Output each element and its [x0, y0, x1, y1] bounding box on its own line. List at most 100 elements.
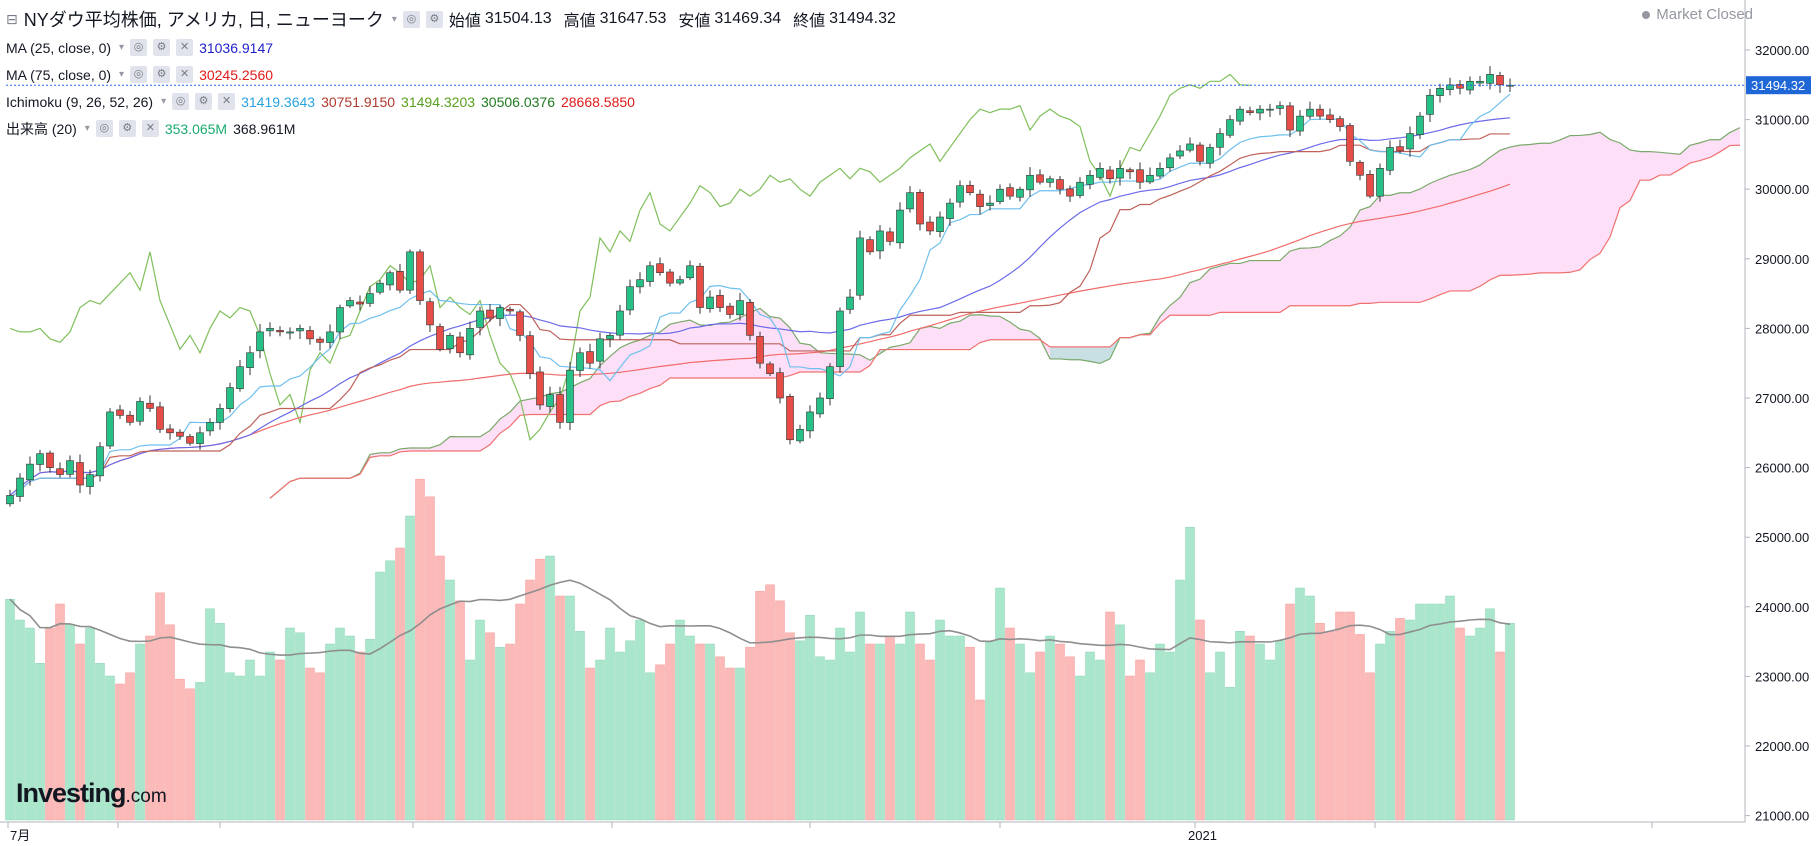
volume-bar [1245, 635, 1255, 821]
candle-body [1106, 169, 1114, 180]
candle-body [506, 308, 514, 312]
cloud-segment [470, 436, 480, 451]
volume-bar [1475, 627, 1485, 821]
settings-icon[interactable]: ⚙ [153, 66, 171, 83]
close-icon[interactable]: ✕ [176, 39, 194, 56]
cloud-segment [1460, 169, 1470, 291]
candle-body [926, 221, 934, 232]
candle-body [156, 406, 164, 430]
volume-bar [145, 635, 155, 821]
candle-body [1296, 115, 1304, 132]
close-icon[interactable]: ✕ [141, 120, 159, 137]
volume-bar [1065, 656, 1075, 821]
volume-bar [425, 496, 435, 821]
visibility-icon[interactable]: ◎ [95, 120, 113, 137]
candle-body [436, 326, 444, 350]
volume-bar [815, 656, 825, 821]
chevron-down-icon[interactable]: ▾ [119, 69, 125, 80]
candle-body [976, 193, 984, 207]
volume-bar [165, 624, 175, 821]
symbol-row: ⊟ NYダウ平均株価, アメリカ, 日, ニューヨーク ▾ ◎ ⚙ 始値 315… [6, 4, 902, 34]
cloud-segment [1050, 346, 1060, 359]
volume-bar [785, 632, 795, 821]
candle-body [246, 352, 254, 368]
price-tick-label: 29000.00 [1755, 252, 1809, 267]
cloud-segment [1250, 260, 1260, 313]
candle-body [886, 231, 894, 242]
cloud-segment [1730, 127, 1740, 146]
ma75-value: 30245.2560 [199, 66, 274, 83]
candle-body [236, 366, 244, 389]
visibility-icon[interactable]: ◎ [172, 93, 190, 110]
candle-body [196, 432, 204, 444]
candle-body [1236, 108, 1244, 122]
ichimoku-span-a-value: 30506.0376 [481, 93, 555, 110]
settings-icon[interactable]: ⚙ [425, 10, 443, 28]
chikou-span-line [9, 73, 1251, 441]
price-tick-label: 21000.00 [1755, 809, 1809, 824]
ichimoku-label[interactable]: Ichimoku (9, 26, 52, 26) [6, 93, 154, 110]
volume-bar [255, 675, 265, 821]
candle-body [306, 330, 314, 340]
volume-bar [1295, 587, 1305, 821]
candle-body [806, 411, 814, 432]
volume-bar [925, 659, 935, 821]
volume-bar [95, 662, 105, 821]
chevron-down-icon[interactable]: ▾ [161, 96, 167, 107]
volume-bar [405, 515, 415, 821]
candle-body [636, 279, 644, 288]
settings-icon[interactable]: ⚙ [153, 39, 171, 56]
candle-body [426, 301, 434, 326]
close-icon[interactable]: ✕ [176, 66, 194, 83]
ma25-label[interactable]: MA (25, close, 0) [6, 39, 112, 56]
volume-bar [1075, 675, 1085, 821]
chevron-down-icon[interactable]: ▾ [84, 123, 90, 134]
symbol-title[interactable]: NYダウ平均株価, アメリカ, 日, ニューヨーク [23, 10, 384, 30]
candle-body [296, 328, 304, 332]
ma75-label[interactable]: MA (75, close, 0) [6, 66, 112, 83]
price-tick-label: 26000.00 [1755, 461, 1809, 476]
visibility-icon[interactable]: ◎ [130, 66, 148, 83]
close-icon[interactable]: ✕ [218, 93, 236, 110]
volume-bar [545, 555, 555, 821]
cloud-segment [1570, 135, 1580, 273]
candle-body [776, 372, 784, 399]
volume-bar [1115, 624, 1125, 821]
candle-body [696, 265, 704, 308]
candle-body [1186, 143, 1194, 151]
cloud-segment [980, 314, 990, 343]
collapse-icon[interactable]: ⊟ [6, 10, 18, 27]
candle-body [486, 309, 494, 319]
candle-body [126, 414, 134, 423]
visibility-icon[interactable]: ◎ [402, 10, 420, 28]
volume-bar [1135, 659, 1145, 821]
volume-row: 出来高 (20) ▾ ◎ ⚙ ✕ 353.065M 368.961M [6, 115, 902, 142]
volume-bar [805, 614, 815, 821]
status-dot-icon [1642, 11, 1651, 20]
volume-bar [1385, 630, 1395, 821]
chevron-down-icon[interactable]: ▾ [391, 13, 397, 25]
volume-bar [1365, 672, 1375, 821]
volume-bar [1225, 686, 1235, 821]
settings-icon[interactable]: ⚙ [118, 120, 136, 137]
price-tick-label: 23000.00 [1755, 669, 1809, 684]
candle-body [1216, 133, 1224, 148]
cloud-segment [1660, 152, 1670, 176]
volume-bar [915, 643, 925, 821]
settings-icon[interactable]: ⚙ [195, 93, 213, 110]
volume-bar [845, 651, 855, 821]
volume-bar [715, 656, 725, 821]
candle-body [1256, 108, 1264, 114]
volume-bar [195, 682, 205, 821]
cloud-segment [910, 328, 920, 350]
chevron-down-icon[interactable]: ▾ [119, 42, 125, 53]
volume-value: 353.065M [164, 120, 228, 137]
cloud-segment [590, 365, 600, 415]
visibility-icon[interactable]: ◎ [130, 39, 148, 56]
volume-bar [1395, 618, 1405, 821]
candle-body [116, 409, 124, 416]
volume-label[interactable]: 出来高 (20) [6, 120, 77, 137]
ma25-line [9, 117, 1511, 496]
volume-bar [285, 627, 295, 821]
